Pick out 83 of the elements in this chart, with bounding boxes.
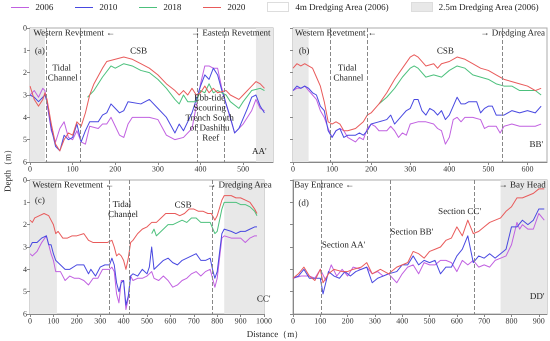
line-series — [30, 195, 258, 270]
x-tick-label: 100 — [47, 316, 60, 326]
x-tick-label: 400 — [118, 316, 130, 326]
line-series — [30, 235, 258, 310]
x-tick-label: 0 — [291, 164, 295, 174]
y-tick-label: 4 — [23, 264, 27, 274]
legend-label: 2.5m Dredging Area (2006) — [438, 2, 539, 12]
x-tick-label: 500 — [141, 316, 153, 326]
x-tick-label: 100 — [326, 164, 338, 174]
x-tick-label: 100 — [314, 316, 326, 326]
annotation: AA' — [252, 146, 268, 156]
y-tick-label: 1 — [23, 46, 27, 55]
x-tick-label: 700 — [478, 316, 490, 326]
x-tick-label: 400 — [194, 164, 207, 174]
y-axis-title: Depth（m） — [2, 144, 14, 194]
annotation: Tidal Channel — [333, 62, 364, 83]
annotation: Bay Entrance ← — [294, 179, 354, 190]
x-tick-label: 500 — [424, 316, 436, 326]
annotation: Section CC' — [438, 206, 482, 216]
annotation: CSB — [130, 45, 148, 56]
y-tick-label: 0 — [23, 24, 27, 32]
x-tick-label: 500 — [482, 164, 494, 174]
x-tick-label: 300 — [368, 316, 381, 326]
x-tick-label: 300 — [94, 316, 106, 326]
y-tick-label: 2 — [23, 68, 27, 78]
annotation: Tidal Channel — [48, 62, 78, 83]
x-tick-label: 200 — [342, 316, 354, 326]
text: 4m Dredging Area (2006) — [295, 2, 389, 12]
legend-label: 2020 — [227, 2, 246, 12]
y-tick-label: 3 — [23, 90, 27, 100]
x-tick-label: 900 — [234, 316, 247, 326]
annotation: → Bay Head — [498, 179, 546, 190]
legend-label: 2010 — [99, 2, 118, 12]
x-tick-label: 400 — [396, 316, 408, 326]
annotation: Section BB' — [390, 226, 434, 236]
y-tick-label: 4 — [23, 112, 27, 122]
x-tick-label: 800 — [211, 316, 224, 326]
x-tick-label: 500 — [237, 164, 250, 174]
annotation: CSB — [436, 45, 454, 56]
annotation: DD' — [530, 291, 545, 302]
annotation: Section AA' — [322, 240, 366, 250]
line-series — [30, 226, 258, 306]
annotation: (a) — [34, 45, 45, 56]
y-tick-label: 1 — [23, 198, 27, 207]
x-tick-label: 0 — [291, 316, 295, 326]
x-tick-label: 600 — [164, 316, 176, 326]
y-tick-label: 2 — [23, 220, 27, 230]
y-tick-label: 0 — [23, 176, 27, 184]
legend-label: 2006 — [35, 2, 54, 12]
x-axis-title: Distance（m） — [246, 328, 304, 341]
annotation: CC' — [256, 293, 271, 304]
legend-label: 2018 — [163, 2, 182, 12]
x-tick-label: 200 — [365, 164, 378, 174]
annotation: (c) — [34, 195, 45, 206]
annotation: → Dredging Area — [480, 27, 545, 38]
x-tick-label: 100 — [66, 164, 79, 174]
annotation: → Eastern Revetment — [191, 27, 272, 38]
y-tick-label: 5 — [23, 135, 27, 144]
x-tick-label: 600 — [521, 164, 534, 174]
annotation: Tidal Channel — [108, 199, 139, 220]
x-tick-label: 1000 — [256, 316, 272, 326]
y-tick-label: 6 — [23, 310, 27, 318]
x-tick-label: 200 — [109, 164, 122, 174]
annotation: Western Revetment ← — [33, 27, 116, 38]
x-tick-label: 900 — [532, 316, 545, 326]
x-tick-label: 200 — [70, 316, 83, 326]
x-tick-label: 700 — [188, 316, 200, 326]
annotation: CSB — [174, 200, 192, 210]
line-series — [151, 202, 258, 236]
annotation: (d) — [298, 197, 309, 208]
x-tick-label: 600 — [450, 316, 463, 326]
annotation: Western Revetment ← — [32, 179, 114, 190]
annotation: Western Revetment ← — [295, 27, 377, 38]
x-tick-label: 300 — [152, 164, 164, 174]
y-tick-label: 6 — [23, 158, 27, 166]
x-tick-label: 400 — [443, 164, 456, 174]
y-tick-label: 3 — [23, 242, 27, 252]
annotation: (b) — [298, 45, 310, 56]
annotation: BB' — [530, 139, 544, 150]
x-tick-label: 800 — [505, 316, 518, 326]
annotation: → Dredging Area — [207, 179, 272, 190]
x-tick-label: 300 — [404, 164, 416, 174]
y-tick-label: 5 — [23, 287, 27, 296]
